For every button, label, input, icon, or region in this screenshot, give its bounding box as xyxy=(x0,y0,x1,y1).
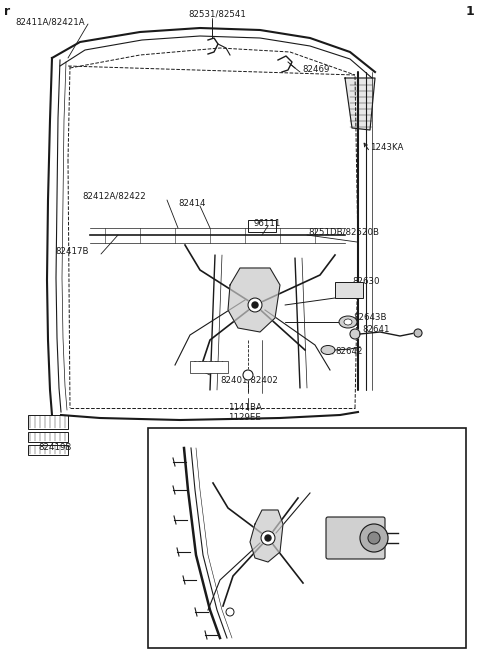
Text: 82642: 82642 xyxy=(335,348,362,357)
Text: 82414: 82414 xyxy=(178,198,205,208)
Text: 82417B: 82417B xyxy=(55,248,88,256)
Text: 82401/82402: 82401/82402 xyxy=(220,376,278,384)
Ellipse shape xyxy=(339,316,357,328)
Text: 82641: 82641 xyxy=(362,325,389,334)
Ellipse shape xyxy=(344,319,352,325)
Ellipse shape xyxy=(321,346,335,355)
Text: 82531/82541: 82531/82541 xyxy=(188,9,246,18)
Bar xyxy=(148,428,466,648)
Circle shape xyxy=(368,532,380,544)
Bar xyxy=(335,282,363,298)
FancyBboxPatch shape xyxy=(326,517,385,559)
Circle shape xyxy=(265,535,271,541)
Bar xyxy=(28,415,68,429)
Polygon shape xyxy=(345,78,375,130)
Text: 1125EA: 1125EA xyxy=(192,361,226,369)
Text: 98810A/98820A: 98810A/98820A xyxy=(268,614,337,622)
Text: 82412A/82422: 82412A/82422 xyxy=(82,191,146,200)
Text: 1231FD: 1231FD xyxy=(236,595,270,604)
Polygon shape xyxy=(250,510,283,562)
Text: 82643B: 82643B xyxy=(353,313,386,323)
Text: 96111: 96111 xyxy=(253,219,280,227)
Text: 1129EE: 1129EE xyxy=(228,413,261,422)
Text: 1243KA: 1243KA xyxy=(370,143,403,152)
Text: 82469: 82469 xyxy=(302,66,329,74)
Text: 1141BA: 1141BA xyxy=(228,403,262,413)
Circle shape xyxy=(360,524,388,552)
Text: r: r xyxy=(4,5,10,18)
Text: 82411A/82421A: 82411A/82421A xyxy=(15,18,84,26)
Circle shape xyxy=(243,370,253,380)
Text: 1: 1 xyxy=(465,5,474,18)
Circle shape xyxy=(261,531,275,545)
Polygon shape xyxy=(228,268,280,332)
Circle shape xyxy=(226,608,234,616)
Bar xyxy=(28,432,68,442)
Text: 82630: 82630 xyxy=(352,277,380,286)
Circle shape xyxy=(252,302,258,308)
Text: 82419B: 82419B xyxy=(38,443,72,453)
Text: POWER  WINDOW: POWER WINDOW xyxy=(156,437,259,447)
Circle shape xyxy=(414,329,422,337)
Text: 82403/82404: 82403/82404 xyxy=(295,451,353,459)
Circle shape xyxy=(350,329,360,339)
Bar xyxy=(248,220,276,232)
Bar xyxy=(190,361,228,373)
Bar xyxy=(28,445,68,455)
Text: 8251DB/82520B: 8251DB/82520B xyxy=(308,227,379,237)
Circle shape xyxy=(248,298,262,312)
